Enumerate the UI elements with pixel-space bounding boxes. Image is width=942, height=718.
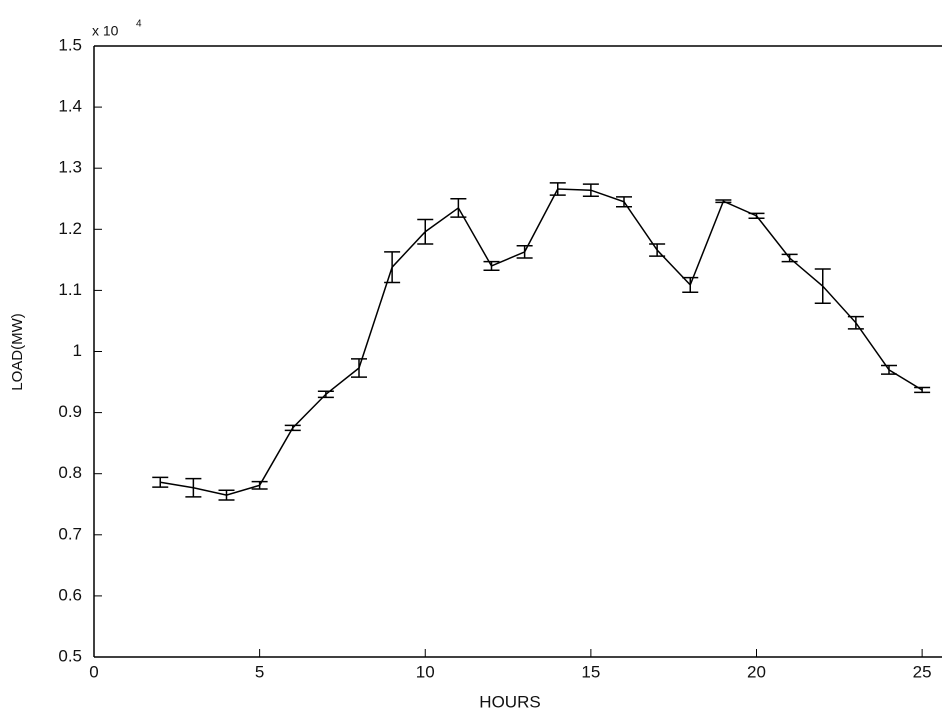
y-axis-label: LOAD(MW) xyxy=(9,313,26,391)
error-bar xyxy=(483,260,500,271)
x-tick-label: 15 xyxy=(581,662,600,681)
x-tick-label: 25 xyxy=(913,662,932,681)
y-multiplier-exponent: 4 xyxy=(136,19,142,30)
error-bar xyxy=(218,489,235,501)
error-bar xyxy=(914,386,931,394)
y-tick-label: 0.6 xyxy=(58,585,82,604)
error-bar xyxy=(715,199,732,204)
y-tick-label: 0.5 xyxy=(58,646,82,665)
y-tick-label: 0.7 xyxy=(58,524,82,543)
error-bar xyxy=(881,364,897,375)
error-bar xyxy=(616,196,632,208)
error-bar xyxy=(384,251,401,284)
error-bar xyxy=(284,424,301,432)
x-tick-label: 20 xyxy=(747,662,766,681)
error-bar xyxy=(781,253,798,263)
x-tick-label: 0 xyxy=(89,662,98,681)
y-tick-label: 1.5 xyxy=(58,35,82,54)
error-bar xyxy=(185,477,202,498)
y-multiplier: x 10 xyxy=(92,23,119,39)
error-bar xyxy=(516,245,533,259)
x-tick-label: 10 xyxy=(416,662,435,681)
error-bar xyxy=(649,243,666,257)
y-tick-label: 1.4 xyxy=(58,97,82,116)
x-axis-label: HOURS xyxy=(479,692,540,711)
error-bar xyxy=(549,182,566,196)
line xyxy=(160,188,923,496)
x-tick-label: 5 xyxy=(255,662,264,681)
error-bar xyxy=(682,276,699,293)
error-bar xyxy=(417,218,434,245)
error-bar xyxy=(582,183,599,198)
error-bar xyxy=(814,268,831,304)
error-bar xyxy=(317,390,334,399)
y-tick-label: 0.9 xyxy=(58,402,82,421)
error-bar xyxy=(450,198,467,218)
y-tick-label: 0.8 xyxy=(58,463,82,482)
error-bar xyxy=(847,315,864,330)
error-bar xyxy=(351,358,367,378)
y-tick-label: 1 xyxy=(73,341,82,360)
y-tick-label: 1.2 xyxy=(58,219,82,238)
error-bar xyxy=(251,480,268,490)
y-tick-label: 1.1 xyxy=(58,280,82,299)
y-tick-label: 1.3 xyxy=(58,158,82,177)
error-bar xyxy=(748,212,765,220)
error-bar xyxy=(152,476,169,488)
